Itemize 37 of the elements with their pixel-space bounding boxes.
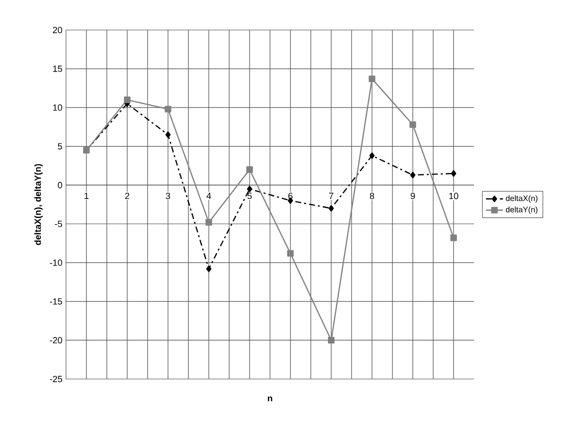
y-tick-label: -25	[50, 376, 62, 382]
y-tick-label: -10	[50, 259, 62, 266]
point	[206, 266, 212, 272]
point	[246, 166, 253, 173]
y-tick-label: -20	[50, 337, 62, 344]
point	[368, 76, 376, 82]
x-tick-label: 5	[247, 192, 252, 200]
y-tick-label: 5	[58, 143, 62, 150]
x-tick-label: 2	[125, 192, 130, 200]
point	[287, 250, 294, 257]
point	[165, 131, 171, 138]
point	[328, 205, 334, 212]
x-axis-title: n	[268, 396, 272, 402]
point	[450, 234, 457, 242]
point	[124, 96, 130, 104]
point	[164, 106, 172, 112]
x-tick-label: 10	[449, 192, 458, 200]
point	[206, 219, 212, 226]
x-tick-label: 1	[84, 192, 88, 199]
point	[410, 172, 416, 178]
y-axis-title: deltaX(n), deltaY(n)	[34, 164, 43, 245]
y-tick-label: 0	[58, 182, 62, 188]
x-tick-label: 8	[370, 192, 374, 200]
x-tick-label: 7	[329, 192, 334, 199]
y-tick-label: 15	[53, 66, 62, 72]
point	[246, 186, 252, 192]
point	[369, 152, 375, 159]
x-tick-label: 4	[206, 192, 212, 199]
x-tick-label: 3	[166, 192, 170, 200]
point	[328, 336, 334, 344]
point	[410, 121, 416, 128]
y-tick-label: -15	[50, 298, 62, 305]
x-tick-label: 9	[410, 192, 415, 200]
point	[450, 170, 456, 177]
y-tick-label: 10	[53, 104, 62, 111]
y-tick-label: 20	[52, 26, 62, 34]
y-tick-label: -5	[54, 220, 62, 228]
